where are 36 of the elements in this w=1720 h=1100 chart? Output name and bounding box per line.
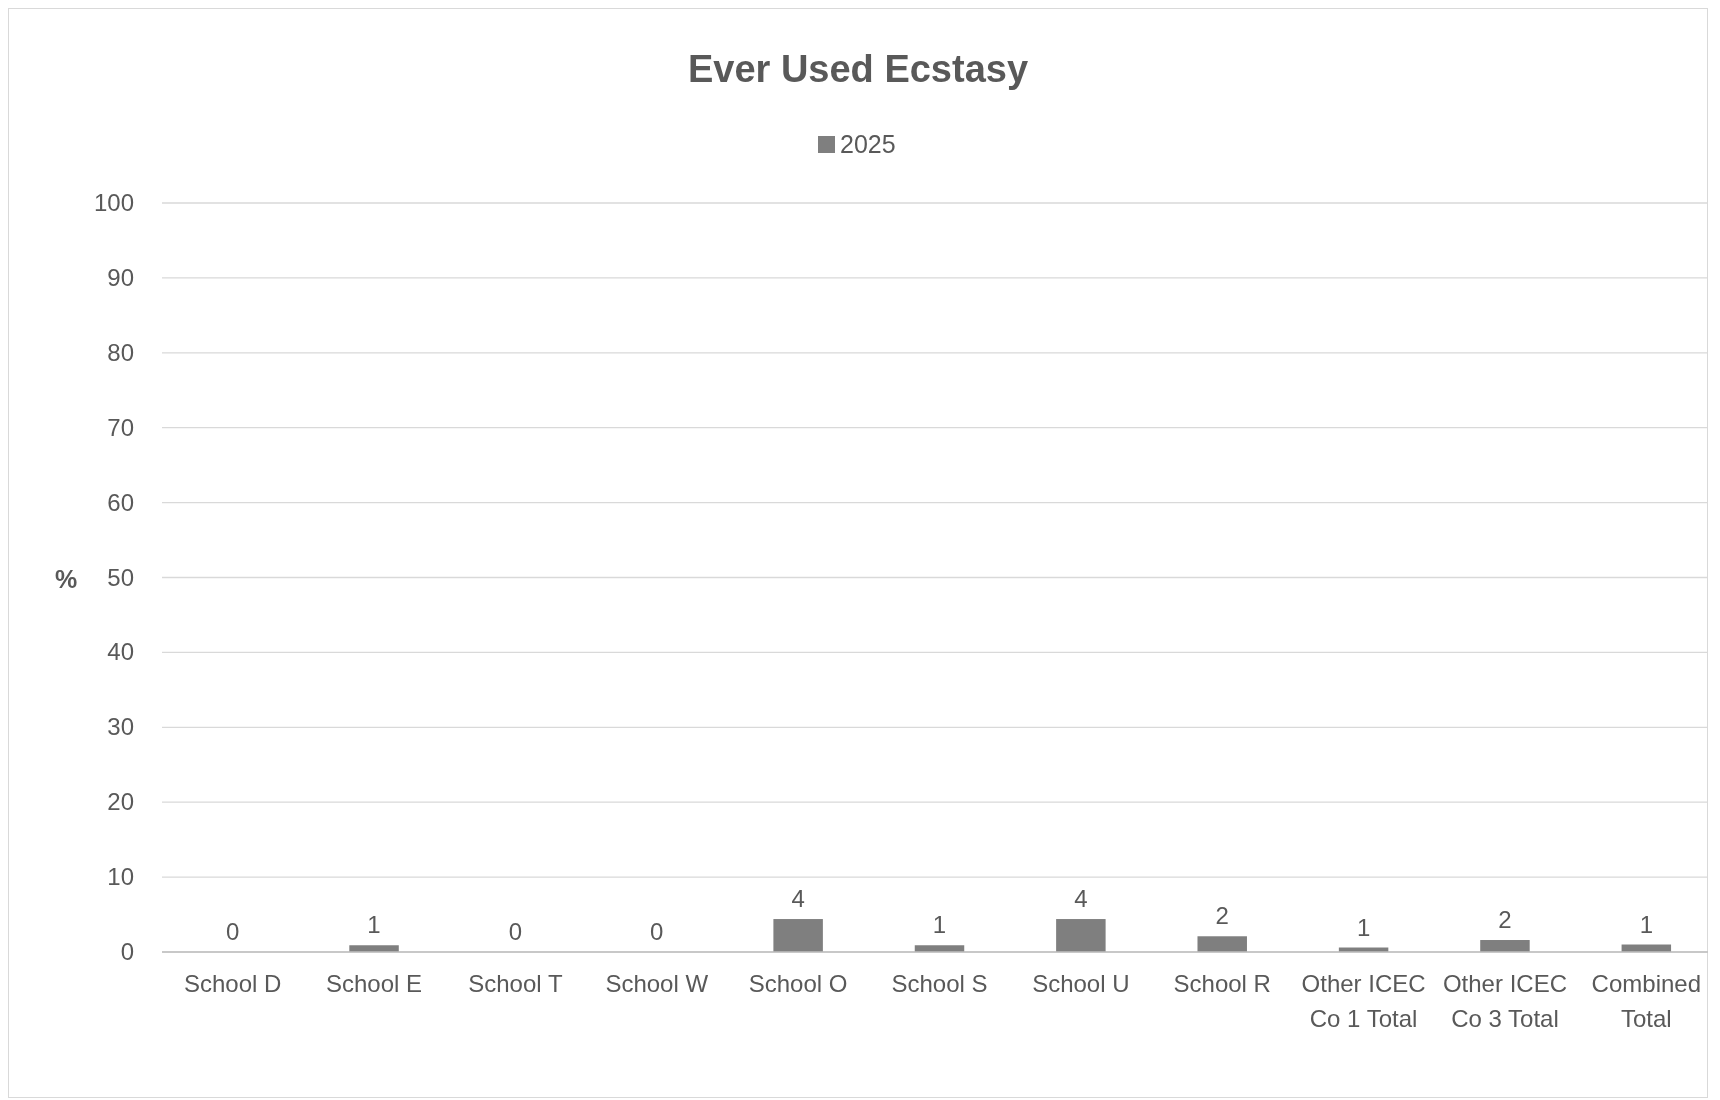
x-tick-label: Other ICEC Co 3 Total — [1442, 970, 1567, 1032]
y-tick-label: 20 — [107, 788, 134, 816]
x-tick-label: Other ICEC Co 1 Total — [1301, 970, 1426, 1032]
data-label: 1 — [367, 911, 381, 939]
data-label: 2 — [1215, 902, 1229, 930]
y-tick-label: 100 — [93, 189, 134, 216]
y-tick-label: 40 — [107, 638, 134, 666]
x-tick-label: School E — [326, 970, 423, 997]
data-label: 1 — [932, 911, 947, 939]
data-label: 2 — [1498, 906, 1512, 934]
chart-title: Ever Used Ecstasy — [687, 48, 1029, 90]
x-tick-label: School R — [1173, 970, 1271, 997]
data-label: 1 — [1639, 910, 1653, 938]
y-tick-label: 50 — [107, 563, 134, 591]
y-tick-label: 90 — [107, 263, 134, 291]
x-tick-label: School T — [468, 970, 563, 997]
data-label: 4 — [1074, 885, 1088, 913]
y-tick-label: 70 — [107, 413, 134, 441]
y-tick-label: 0 — [120, 938, 134, 965]
y-axis-title: % — [54, 564, 78, 593]
y-tick-label: 80 — [107, 338, 134, 366]
x-tick-label: School S — [891, 970, 988, 997]
x-tick-label: School W — [605, 970, 709, 997]
data-label: 0 — [508, 918, 523, 945]
x-tick-label: School D — [183, 970, 282, 997]
x-tick-label: School O — [748, 970, 848, 997]
data-label: 1 — [1356, 913, 1371, 941]
y-tick-label: 60 — [107, 488, 134, 516]
x-tick-label: Combined Total — [1591, 970, 1702, 1032]
x-tick-label: School U — [1032, 970, 1130, 997]
data-label: 0 — [226, 918, 240, 945]
legend-label: 2025 — [840, 130, 896, 158]
y-tick-label: 30 — [107, 713, 134, 741]
data-label: 4 — [791, 885, 805, 913]
data-label: 0 — [650, 918, 664, 945]
y-tick-label: 10 — [107, 863, 134, 891]
